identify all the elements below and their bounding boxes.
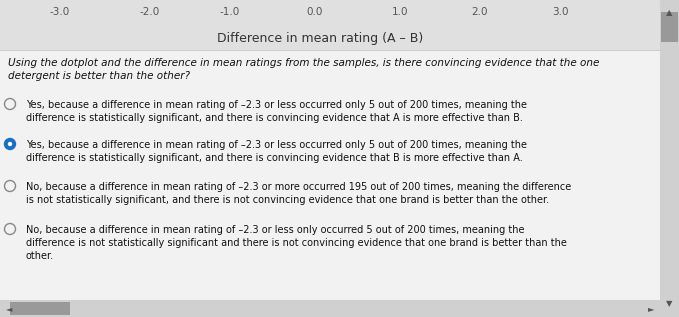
FancyBboxPatch shape [661,12,678,42]
Text: ▲: ▲ [665,8,672,17]
Text: -2.0: -2.0 [140,7,160,17]
Text: Yes, because a difference in mean rating of –2.3 or less occurred only 5 out of : Yes, because a difference in mean rating… [26,100,527,123]
Text: No, because a difference in mean rating of –2.3 or less only occurred 5 out of 2: No, because a difference in mean rating … [26,225,567,262]
Circle shape [7,142,12,146]
FancyBboxPatch shape [0,50,660,317]
Text: Yes, because a difference in mean rating of –2.3 or less occurred only 5 out of : Yes, because a difference in mean rating… [26,140,527,163]
Text: Using the dotplot and the difference in mean ratings from the samples, is there : Using the dotplot and the difference in … [8,58,600,81]
FancyBboxPatch shape [10,302,70,315]
Text: 3.0: 3.0 [552,7,568,17]
Text: ◄: ◄ [6,305,12,314]
Text: 2.0: 2.0 [472,7,488,17]
FancyBboxPatch shape [660,0,679,317]
Text: No, because a difference in mean rating of –2.3 or more occurred 195 out of 200 : No, because a difference in mean rating … [26,182,571,205]
Text: ▼: ▼ [665,299,672,308]
Text: Difference in mean rating (A – B): Difference in mean rating (A – B) [217,32,423,45]
Circle shape [5,139,16,150]
Text: 0.0: 0.0 [307,7,323,17]
Text: 1.0: 1.0 [392,7,408,17]
Text: ►: ► [648,305,654,314]
FancyBboxPatch shape [0,300,660,317]
Text: -3.0: -3.0 [50,7,70,17]
Text: -1.0: -1.0 [220,7,240,17]
